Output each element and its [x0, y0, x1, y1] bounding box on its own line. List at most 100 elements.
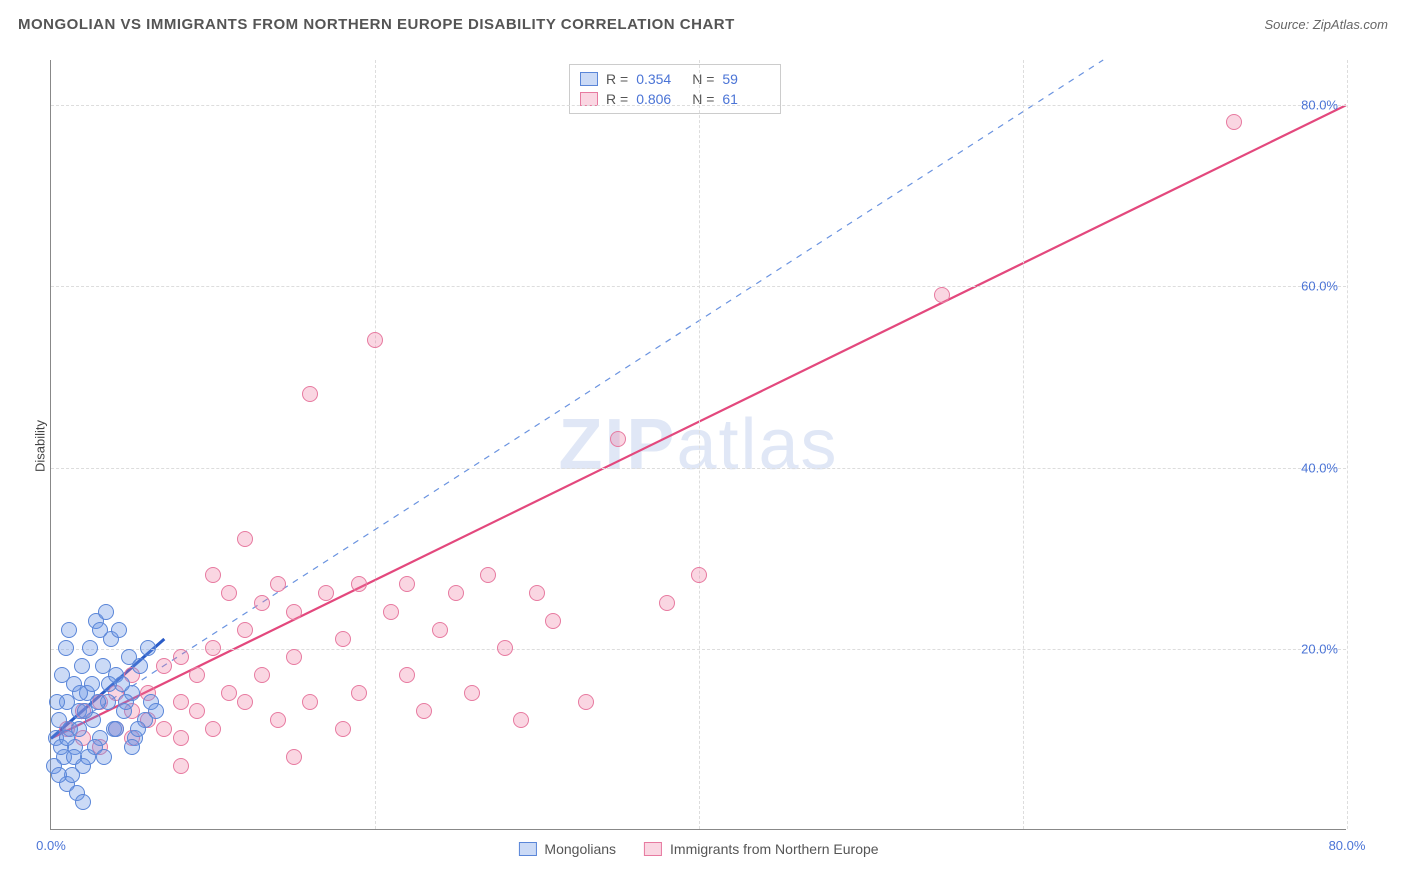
data-point [101, 676, 117, 692]
data-point [659, 595, 675, 611]
stats-legend: R = 0.354 N = 59 R = 0.806 N = 61 [569, 64, 781, 114]
series1-swatch-icon [580, 72, 598, 86]
data-point [111, 622, 127, 638]
data-point [61, 622, 77, 638]
data-point [318, 585, 334, 601]
data-point [173, 649, 189, 665]
data-point [71, 721, 87, 737]
data-point [367, 332, 383, 348]
data-point [270, 712, 286, 728]
y-tick-label: 20.0% [1301, 641, 1338, 656]
source-credit: Source: ZipAtlas.com [1264, 17, 1388, 32]
n-value-1: 59 [722, 71, 770, 87]
series2-swatch-icon [580, 92, 598, 106]
data-point [74, 658, 90, 674]
gridline-v [1347, 60, 1348, 829]
data-point [286, 749, 302, 765]
source-name: ZipAtlas.com [1313, 17, 1388, 32]
y-tick-label: 60.0% [1301, 279, 1338, 294]
data-point [92, 622, 108, 638]
n-label: N = [692, 71, 714, 87]
data-point [237, 694, 253, 710]
data-point [399, 667, 415, 683]
data-point [108, 721, 124, 737]
data-point [335, 721, 351, 737]
data-point [432, 622, 448, 638]
y-tick-label: 40.0% [1301, 460, 1338, 475]
data-point [934, 287, 950, 303]
data-point [302, 386, 318, 402]
data-point [221, 585, 237, 601]
data-point [286, 649, 302, 665]
data-point [270, 576, 286, 592]
data-point [383, 604, 399, 620]
data-point [351, 576, 367, 592]
data-point [49, 694, 65, 710]
trend-line [51, 60, 1103, 739]
legend-item-1: Mongolians [518, 841, 616, 857]
data-point [205, 721, 221, 737]
data-point [58, 640, 74, 656]
data-point [66, 749, 82, 765]
title-bar: MONGOLIAN VS IMMIGRANTS FROM NORTHERN EU… [0, 0, 1406, 44]
data-point [691, 567, 707, 583]
x-tick-label: 0.0% [36, 838, 66, 853]
data-point [130, 721, 146, 737]
data-point [124, 739, 140, 755]
data-point [173, 730, 189, 746]
data-point [205, 640, 221, 656]
gridline-v [375, 60, 376, 829]
gridline-v [699, 60, 700, 829]
data-point [1226, 114, 1242, 130]
data-point [529, 585, 545, 601]
data-point [578, 694, 594, 710]
data-point [610, 431, 626, 447]
gridline-v [1023, 60, 1024, 829]
data-point [118, 694, 134, 710]
legend-label-2: Immigrants from Northern Europe [670, 841, 879, 857]
data-point [513, 712, 529, 728]
data-point [448, 585, 464, 601]
y-tick-label: 80.0% [1301, 98, 1338, 113]
data-point [156, 721, 172, 737]
data-point [221, 685, 237, 701]
data-point [98, 604, 114, 620]
legend-label-1: Mongolians [544, 841, 616, 857]
stats-row-1: R = 0.354 N = 59 [580, 69, 770, 89]
data-point [96, 749, 112, 765]
data-point [399, 576, 415, 592]
data-point [84, 676, 100, 692]
data-point [148, 703, 164, 719]
series1-swatch-icon [518, 842, 536, 856]
source-prefix: Source: [1264, 17, 1312, 32]
data-point [75, 794, 91, 810]
data-point [545, 613, 561, 629]
data-point [286, 604, 302, 620]
data-point [205, 567, 221, 583]
y-axis-label: Disability [33, 420, 48, 472]
series-legend: Mongolians Immigrants from Northern Euro… [518, 841, 878, 857]
data-point [335, 631, 351, 647]
data-point [51, 767, 67, 783]
data-point [173, 694, 189, 710]
data-point [254, 595, 270, 611]
data-point [497, 640, 513, 656]
data-point [173, 758, 189, 774]
r-label: R = [606, 71, 628, 87]
data-point [237, 531, 253, 547]
plot-area: ZIPatlas R = 0.354 N = 59 R = 0.806 N = … [50, 60, 1346, 830]
data-point [140, 640, 156, 656]
data-point [132, 658, 148, 674]
data-point [464, 685, 480, 701]
data-point [156, 658, 172, 674]
data-point [189, 703, 205, 719]
data-point [237, 622, 253, 638]
data-point [480, 567, 496, 583]
data-point [351, 685, 367, 701]
data-point [254, 667, 270, 683]
data-point [82, 640, 98, 656]
data-point [302, 694, 318, 710]
data-point [416, 703, 432, 719]
chart-title: MONGOLIAN VS IMMIGRANTS FROM NORTHERN EU… [18, 16, 735, 33]
x-tick-label: 80.0% [1329, 838, 1366, 853]
